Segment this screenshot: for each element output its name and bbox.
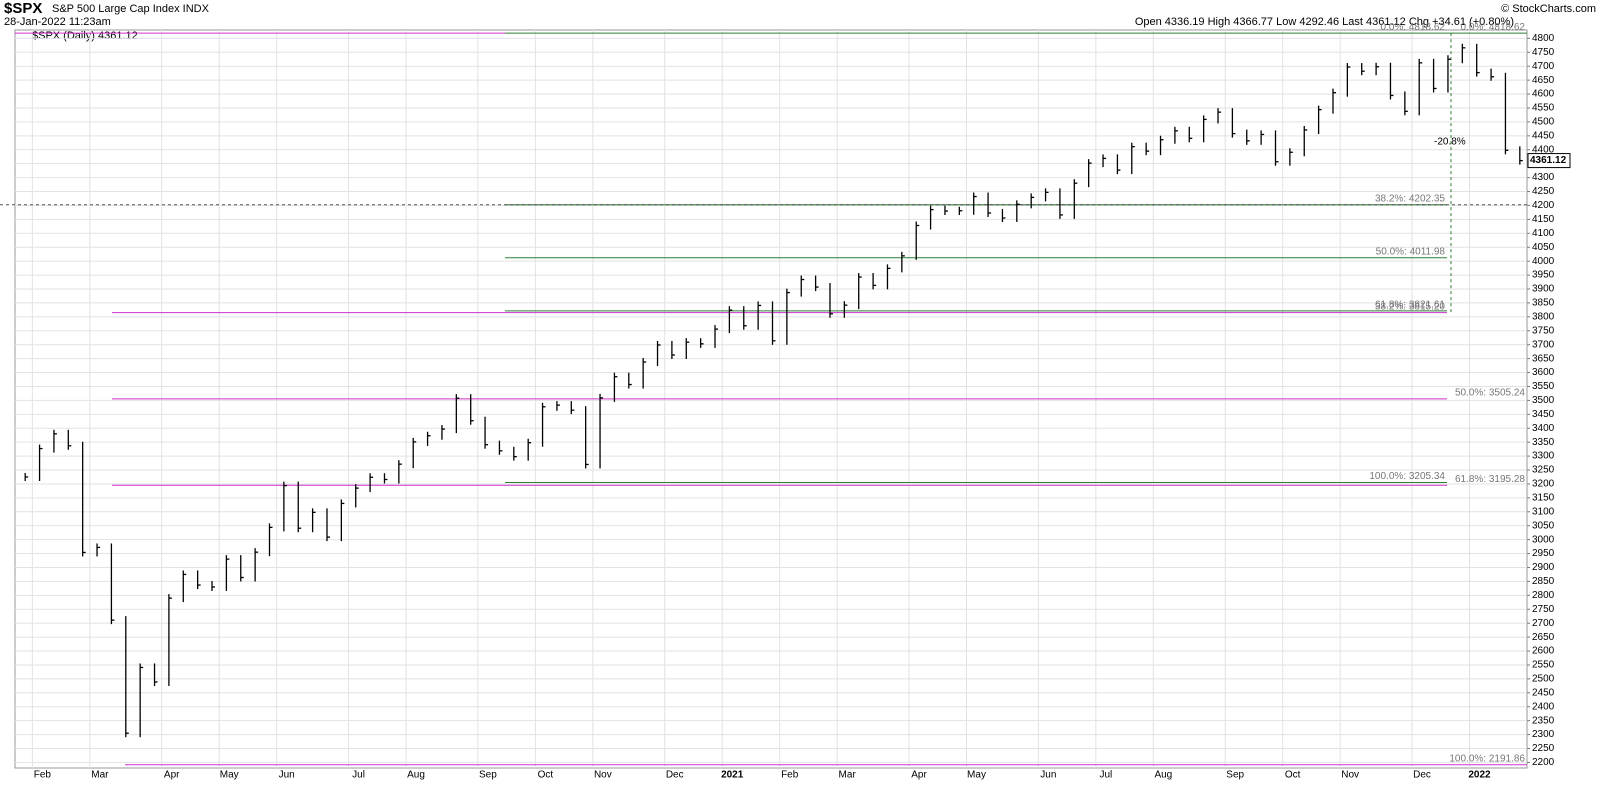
y-tick-label: 4150 [1532,214,1555,225]
fib-label: 50.0%: 4011.98 [1376,246,1446,257]
y-tick-label: 3550 [1532,381,1555,392]
y-tick-label: 2250 [1532,743,1555,754]
fib-label: 38.2%: 4202.35 [1375,193,1445,204]
fib-label: 61.8%: 3821.61 [1375,299,1445,310]
x-tick-label: Mar [91,770,109,781]
y-tick-label: 4500 [1532,117,1555,128]
y-tick-label: 3700 [1532,339,1555,350]
symbol: $SPX [4,0,42,17]
quote: Open 4336.19 High 4366.77 Low 4292.46 La… [1135,16,1514,28]
fib-label: 61.8%: 3195.28 [1455,474,1525,485]
y-tick-label: 3100 [1532,506,1555,517]
y-tick-label: 3500 [1532,395,1555,406]
last-price: 4361.12 [1530,155,1567,166]
date: 28-Jan-2022 11:23am [4,16,111,28]
x-tick-label: Aug [407,770,425,781]
y-tick-label: 4700 [1532,61,1555,72]
y-tick-label: 3900 [1532,284,1555,295]
y-tick-label: 3000 [1532,534,1555,545]
y-tick-label: 3400 [1532,423,1555,434]
y-tick-label: 2500 [1532,674,1555,685]
y-tick-label: 2450 [1532,687,1555,698]
y-tick-label: 3650 [1532,353,1555,364]
x-tick-label: Mar [839,770,857,781]
x-tick-label: May [220,770,239,781]
y-tick-label: 4400 [1532,144,1555,155]
x-tick-label: Jun [1040,770,1056,781]
y-tick-label: 2750 [1532,604,1555,615]
x-tick-label: Aug [1154,770,1172,781]
y-tick-label: 2800 [1532,590,1555,601]
fib-label: 100.0%: 3205.34 [1369,471,1445,482]
y-tick-label: 2200 [1532,757,1555,768]
y-tick-label: 4200 [1532,200,1555,211]
y-tick-label: 3950 [1532,270,1555,281]
y-tick-label: 2700 [1532,618,1555,629]
plot-frame [14,29,1528,769]
copyright: © StockCharts.com [1501,3,1596,15]
y-tick-label: 3800 [1532,311,1555,322]
y-tick-label: 2650 [1532,632,1555,643]
y-tick-label: 3250 [1532,465,1555,476]
x-tick-label: Sep [1226,770,1244,781]
x-tick-label: Jul [1099,770,1112,781]
y-tick-label: 4250 [1532,186,1555,197]
y-tick-label: 2550 [1532,660,1555,671]
x-tick-label: Feb [34,770,52,781]
y-tick-label: 2600 [1532,646,1555,657]
x-tick-label: Nov [1341,770,1359,781]
x-tick-label: Jul [352,770,365,781]
x-tick-label: Oct [1285,770,1301,781]
x-tick-label: Jun [279,770,295,781]
y-tick-label: 3850 [1532,298,1555,309]
x-tick-label: Feb [781,770,799,781]
y-tick-label: 2950 [1532,548,1555,559]
x-tick-label: 2021 [721,770,744,781]
annotation: -20.8% [1434,137,1466,148]
y-tick-label: 2300 [1532,729,1555,740]
fib-label: 0.0%: 4818.62 [1461,22,1526,33]
y-tick-label: 4450 [1532,130,1555,141]
y-tick-label: 2350 [1532,715,1555,726]
fib-label: 38.2%: 3815.20 [1375,301,1445,312]
y-tick-label: 3750 [1532,325,1555,336]
x-tick-label: Apr [164,770,180,781]
y-tick-label: 4050 [1532,242,1555,253]
y-tick-label: 3300 [1532,451,1555,462]
fib-label: 50.0%: 3505.24 [1455,388,1525,399]
fib-label: 0.0%: 4818.62 [1381,22,1446,33]
y-tick-label: 3200 [1532,479,1555,490]
y-tick-label: 4750 [1532,47,1555,58]
y-tick-label: 3600 [1532,367,1555,378]
y-tick-label: 4550 [1532,103,1555,114]
y-tick-label: 4100 [1532,228,1555,239]
x-tick-label: 2022 [1468,770,1491,781]
x-tick-label: Dec [1413,770,1431,781]
x-tick-label: Sep [479,770,497,781]
x-tick-label: May [967,770,986,781]
y-tick-label: 3350 [1532,437,1555,448]
y-tick-label: 4650 [1532,75,1555,86]
y-tick-label: 2400 [1532,701,1555,712]
legend-entry: $SPX (Daily) 4361.12 [32,30,138,42]
x-tick-label: Apr [911,770,927,781]
x-tick-label: Nov [594,770,612,781]
y-tick-label: 4800 [1532,33,1555,44]
y-tick-label: 4300 [1532,172,1555,183]
last-price-box [1527,153,1571,169]
y-tick-label: 2850 [1532,576,1555,587]
x-tick-label: Oct [538,770,554,781]
index-name: S&P 500 Large Cap Index INDX [52,3,210,15]
y-tick-label: 4600 [1532,89,1555,100]
fib-label: 100.0%: 2191.86 [1449,753,1525,764]
y-tick-label: 4000 [1532,256,1555,267]
y-tick-label: 2900 [1532,562,1555,573]
x-tick-label: Dec [666,770,684,781]
y-tick-label: 3050 [1532,520,1555,531]
y-tick-label: 3450 [1532,409,1555,420]
y-tick-label: 3150 [1532,493,1555,504]
